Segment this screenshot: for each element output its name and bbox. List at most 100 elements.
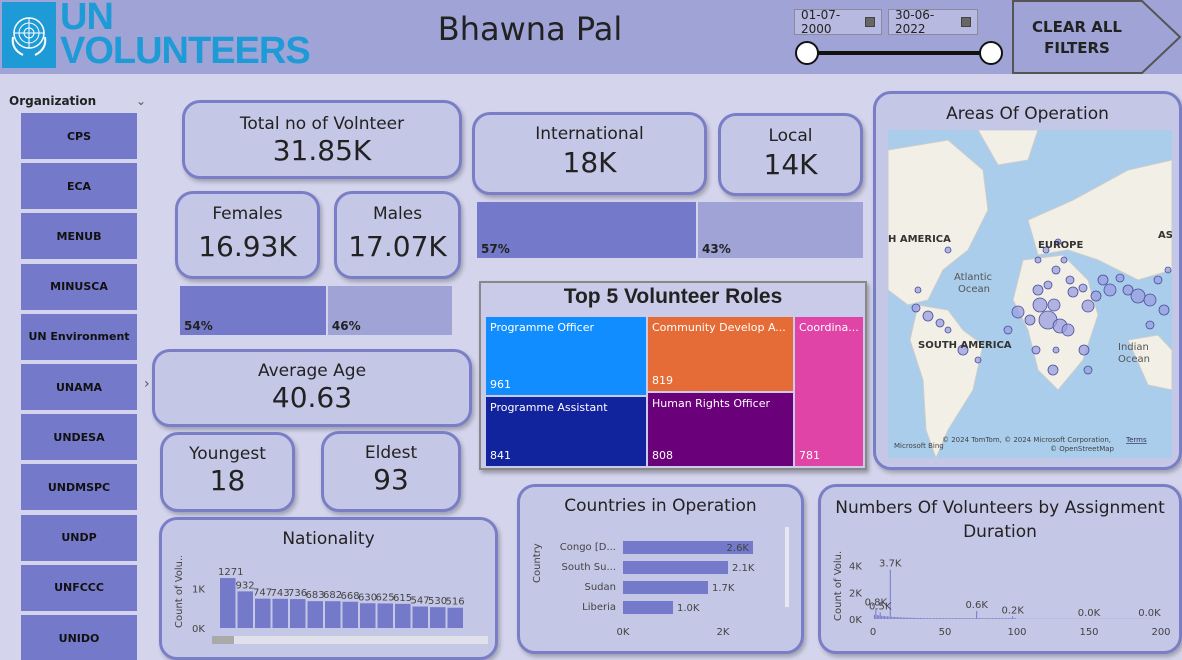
map-bubble[interactable] <box>1115 273 1125 283</box>
duration-bar[interactable] <box>953 618 955 619</box>
duration-bar[interactable] <box>973 618 975 619</box>
duration-bar[interactable] <box>888 616 890 619</box>
map-bubble[interactable] <box>1130 288 1146 304</box>
duration-bar[interactable] <box>974 618 976 619</box>
map-bubble[interactable] <box>1164 266 1172 274</box>
nationality-bar[interactable] <box>447 607 464 628</box>
map-bubble[interactable] <box>1103 283 1117 297</box>
duration-bar[interactable] <box>905 617 907 619</box>
duration-bar[interactable] <box>908 617 910 619</box>
duration-bar[interactable] <box>950 618 952 619</box>
duration-bar[interactable] <box>932 618 934 619</box>
map-bubble[interactable] <box>1078 344 1090 356</box>
duration-bar[interactable] <box>1007 618 1009 619</box>
duration-bar[interactable] <box>941 618 943 619</box>
treemap-cell[interactable]: Coordina... 781 <box>795 317 863 466</box>
duration-bar[interactable] <box>994 618 996 619</box>
country-bar[interactable] <box>623 561 728 574</box>
duration-bar[interactable] <box>896 617 898 619</box>
nationality-bar[interactable] <box>395 603 411 628</box>
nationality-bar[interactable] <box>430 607 446 628</box>
nationality-bar[interactable] <box>255 598 271 628</box>
international-share-bar[interactable]: 57% <box>477 202 697 258</box>
map-bubble[interactable] <box>1043 280 1053 290</box>
duration-bar[interactable] <box>954 618 956 619</box>
organization-item[interactable]: UNDESA <box>21 414 137 461</box>
chevron-down-icon[interactable]: ⌄ <box>136 94 147 108</box>
duration-bar[interactable] <box>970 618 972 619</box>
duration-bar[interactable] <box>899 617 901 619</box>
duration-bar[interactable] <box>930 618 932 619</box>
nationality-bar[interactable] <box>307 601 324 628</box>
duration-bar[interactable] <box>964 618 966 619</box>
duration-bar[interactable] <box>875 608 877 619</box>
duration-bar[interactable] <box>901 617 903 619</box>
map-bubble[interactable] <box>1065 275 1075 285</box>
duration-bar[interactable] <box>951 618 953 619</box>
duration-bar[interactable] <box>957 618 959 619</box>
organization-item[interactable]: UNDP <box>21 514 137 561</box>
duration-bar[interactable] <box>981 618 983 619</box>
map-bubble[interactable] <box>1011 305 1025 319</box>
map-bubble[interactable] <box>1032 284 1044 296</box>
duration-bar[interactable] <box>971 618 973 619</box>
duration-bar[interactable] <box>967 618 969 619</box>
world-map[interactable]: H AMERICA EUROPE ASI Atlantic Ocean SOUT… <box>888 130 1172 458</box>
start-date-field[interactable]: 01-07-2000 <box>794 8 882 36</box>
nationality-bar[interactable] <box>412 606 429 628</box>
map-bubble[interactable] <box>1122 284 1134 296</box>
duration-bar[interactable] <box>989 618 991 619</box>
organization-item[interactable]: UNDMSPC <box>21 464 137 511</box>
nationality-bar[interactable] <box>272 598 289 628</box>
duration-bar[interactable] <box>961 618 963 619</box>
nationality-bar[interactable] <box>342 601 359 628</box>
duration-bar[interactable] <box>907 617 909 619</box>
duration-bar[interactable] <box>992 618 994 619</box>
map-bubble[interactable] <box>1083 365 1093 375</box>
treemap-cell[interactable]: Community Develop A... 819 <box>648 317 793 391</box>
map-bubble[interactable] <box>922 310 934 322</box>
duration-bar[interactable] <box>881 615 883 619</box>
map-bubble[interactable] <box>1090 290 1102 302</box>
organization-item[interactable]: CPS <box>21 113 137 159</box>
vertical-scrollbar[interactable] <box>785 527 789 607</box>
duration-bar[interactable] <box>979 618 981 619</box>
duration-bar[interactable] <box>924 618 926 619</box>
duration-bar[interactable] <box>1015 618 1017 619</box>
duration-bar[interactable] <box>884 616 886 619</box>
chevron-right-icon[interactable]: › <box>144 376 150 392</box>
organization-item[interactable]: UNFCCC <box>21 564 137 611</box>
duration-bar[interactable] <box>1012 616 1014 619</box>
map-bubble[interactable] <box>1078 283 1088 293</box>
country-bar[interactable] <box>623 601 673 614</box>
map-bubble[interactable] <box>1153 275 1163 285</box>
duration-bar[interactable] <box>944 618 946 619</box>
clear-all-filters-button[interactable]: CLEAR ALL FILTERS <box>1012 0 1182 74</box>
map-bubble[interactable] <box>1047 298 1061 312</box>
duration-bar[interactable] <box>898 617 900 619</box>
map-bubble[interactable] <box>1024 314 1036 326</box>
duration-bar[interactable] <box>938 618 940 619</box>
duration-bar[interactable] <box>892 616 894 619</box>
end-date-field[interactable]: 30-06-2022 <box>888 8 978 36</box>
duration-bar[interactable] <box>1003 618 1005 619</box>
duration-bar[interactable] <box>997 618 999 619</box>
duration-bar[interactable] <box>963 618 965 619</box>
map-bubble[interactable] <box>1067 286 1079 298</box>
map-bubble[interactable] <box>1047 364 1059 376</box>
map-bubble[interactable] <box>911 303 921 313</box>
map-bubble[interactable] <box>1097 274 1109 286</box>
duration-bar[interactable] <box>996 618 998 619</box>
map-bubble[interactable] <box>1003 325 1013 335</box>
duration-bar[interactable] <box>911 617 913 619</box>
map-bubble[interactable] <box>1145 320 1155 330</box>
calendar-icon[interactable] <box>865 17 875 27</box>
map-bubble[interactable] <box>1051 265 1061 275</box>
duration-bar[interactable] <box>945 618 947 619</box>
organization-item[interactable]: MENUB <box>21 213 137 260</box>
country-bar[interactable] <box>623 581 708 594</box>
duration-bar[interactable] <box>958 618 960 619</box>
duration-bar[interactable] <box>927 618 929 619</box>
scrollbar-thumb[interactable] <box>212 636 234 644</box>
duration-bar[interactable] <box>915 617 917 619</box>
